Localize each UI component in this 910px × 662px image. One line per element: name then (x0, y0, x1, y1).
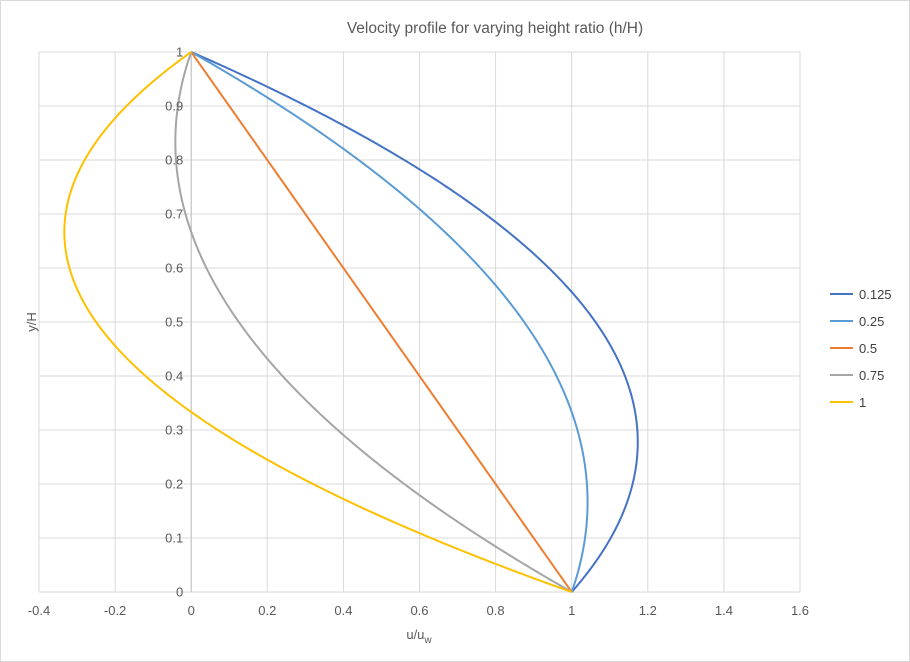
series-line-1 (63, 51, 573, 593)
y-tick-label: 0.9 (165, 99, 183, 114)
x-tick-label: 0.2 (258, 603, 276, 618)
y-tick-label: 0.2 (165, 477, 183, 492)
legend-item: 1 (830, 395, 866, 410)
x-tick-label: 1.4 (715, 603, 733, 618)
y-tick-label: 1 (176, 45, 183, 60)
y-tick-label: 0.1 (165, 531, 183, 546)
legend-label: 1 (859, 395, 866, 410)
legend-item: 0.125 (830, 287, 892, 302)
y-tick-label: 0 (176, 585, 183, 600)
x-axis-title: u/uw (406, 627, 432, 646)
gridlines (38, 51, 801, 593)
legend-label: 0.5 (859, 341, 877, 356)
x-tick-label: 0 (188, 603, 195, 618)
x-tick-label: 0.8 (487, 603, 505, 618)
y-tick-label: 0.6 (165, 261, 183, 276)
x-tick-labels: -0.4 -0.2 0 0.2 0.4 0.6 0.8 1 1.2 1.4 1.6 (28, 603, 809, 618)
x-tick-label: 1 (568, 603, 575, 618)
legend-item: 0.75 (830, 368, 884, 383)
x-tick-label: 1.2 (639, 603, 657, 618)
legend-item: 0.5 (830, 341, 877, 356)
x-tick-label: -0.2 (104, 603, 126, 618)
y-tick-label: 0.5 (165, 315, 183, 330)
y-tick-label: 0.3 (165, 423, 183, 438)
legend: 0.125 0.25 0.5 0.75 1 (830, 287, 892, 410)
series-line-0-25 (190, 51, 589, 593)
series-line-0-125 (190, 51, 639, 593)
y-tick-label: 0.8 (165, 153, 183, 168)
series-lines (63, 51, 639, 593)
y-tick-label: 0.4 (165, 369, 183, 384)
legend-item: 0.25 (830, 314, 884, 329)
y-tick-labels: 0 0.1 0.2 0.3 0.4 0.5 0.6 0.7 0.8 0.9 1 (165, 45, 183, 600)
x-tick-label: 1.6 (791, 603, 809, 618)
legend-label: 0.75 (859, 368, 884, 383)
series-line-0-5 (190, 51, 573, 593)
legend-label: 0.125 (859, 287, 892, 302)
x-tick-label: 0.4 (334, 603, 352, 618)
legend-label: 0.25 (859, 314, 884, 329)
y-tick-label: 0.7 (165, 207, 183, 222)
series-line-0-75 (174, 51, 573, 593)
y-axis-title: y/H (24, 312, 39, 332)
chart-title: Velocity profile for varying height rati… (347, 20, 643, 37)
x-tick-label: 0.6 (410, 603, 428, 618)
x-tick-label: -0.4 (28, 603, 50, 618)
